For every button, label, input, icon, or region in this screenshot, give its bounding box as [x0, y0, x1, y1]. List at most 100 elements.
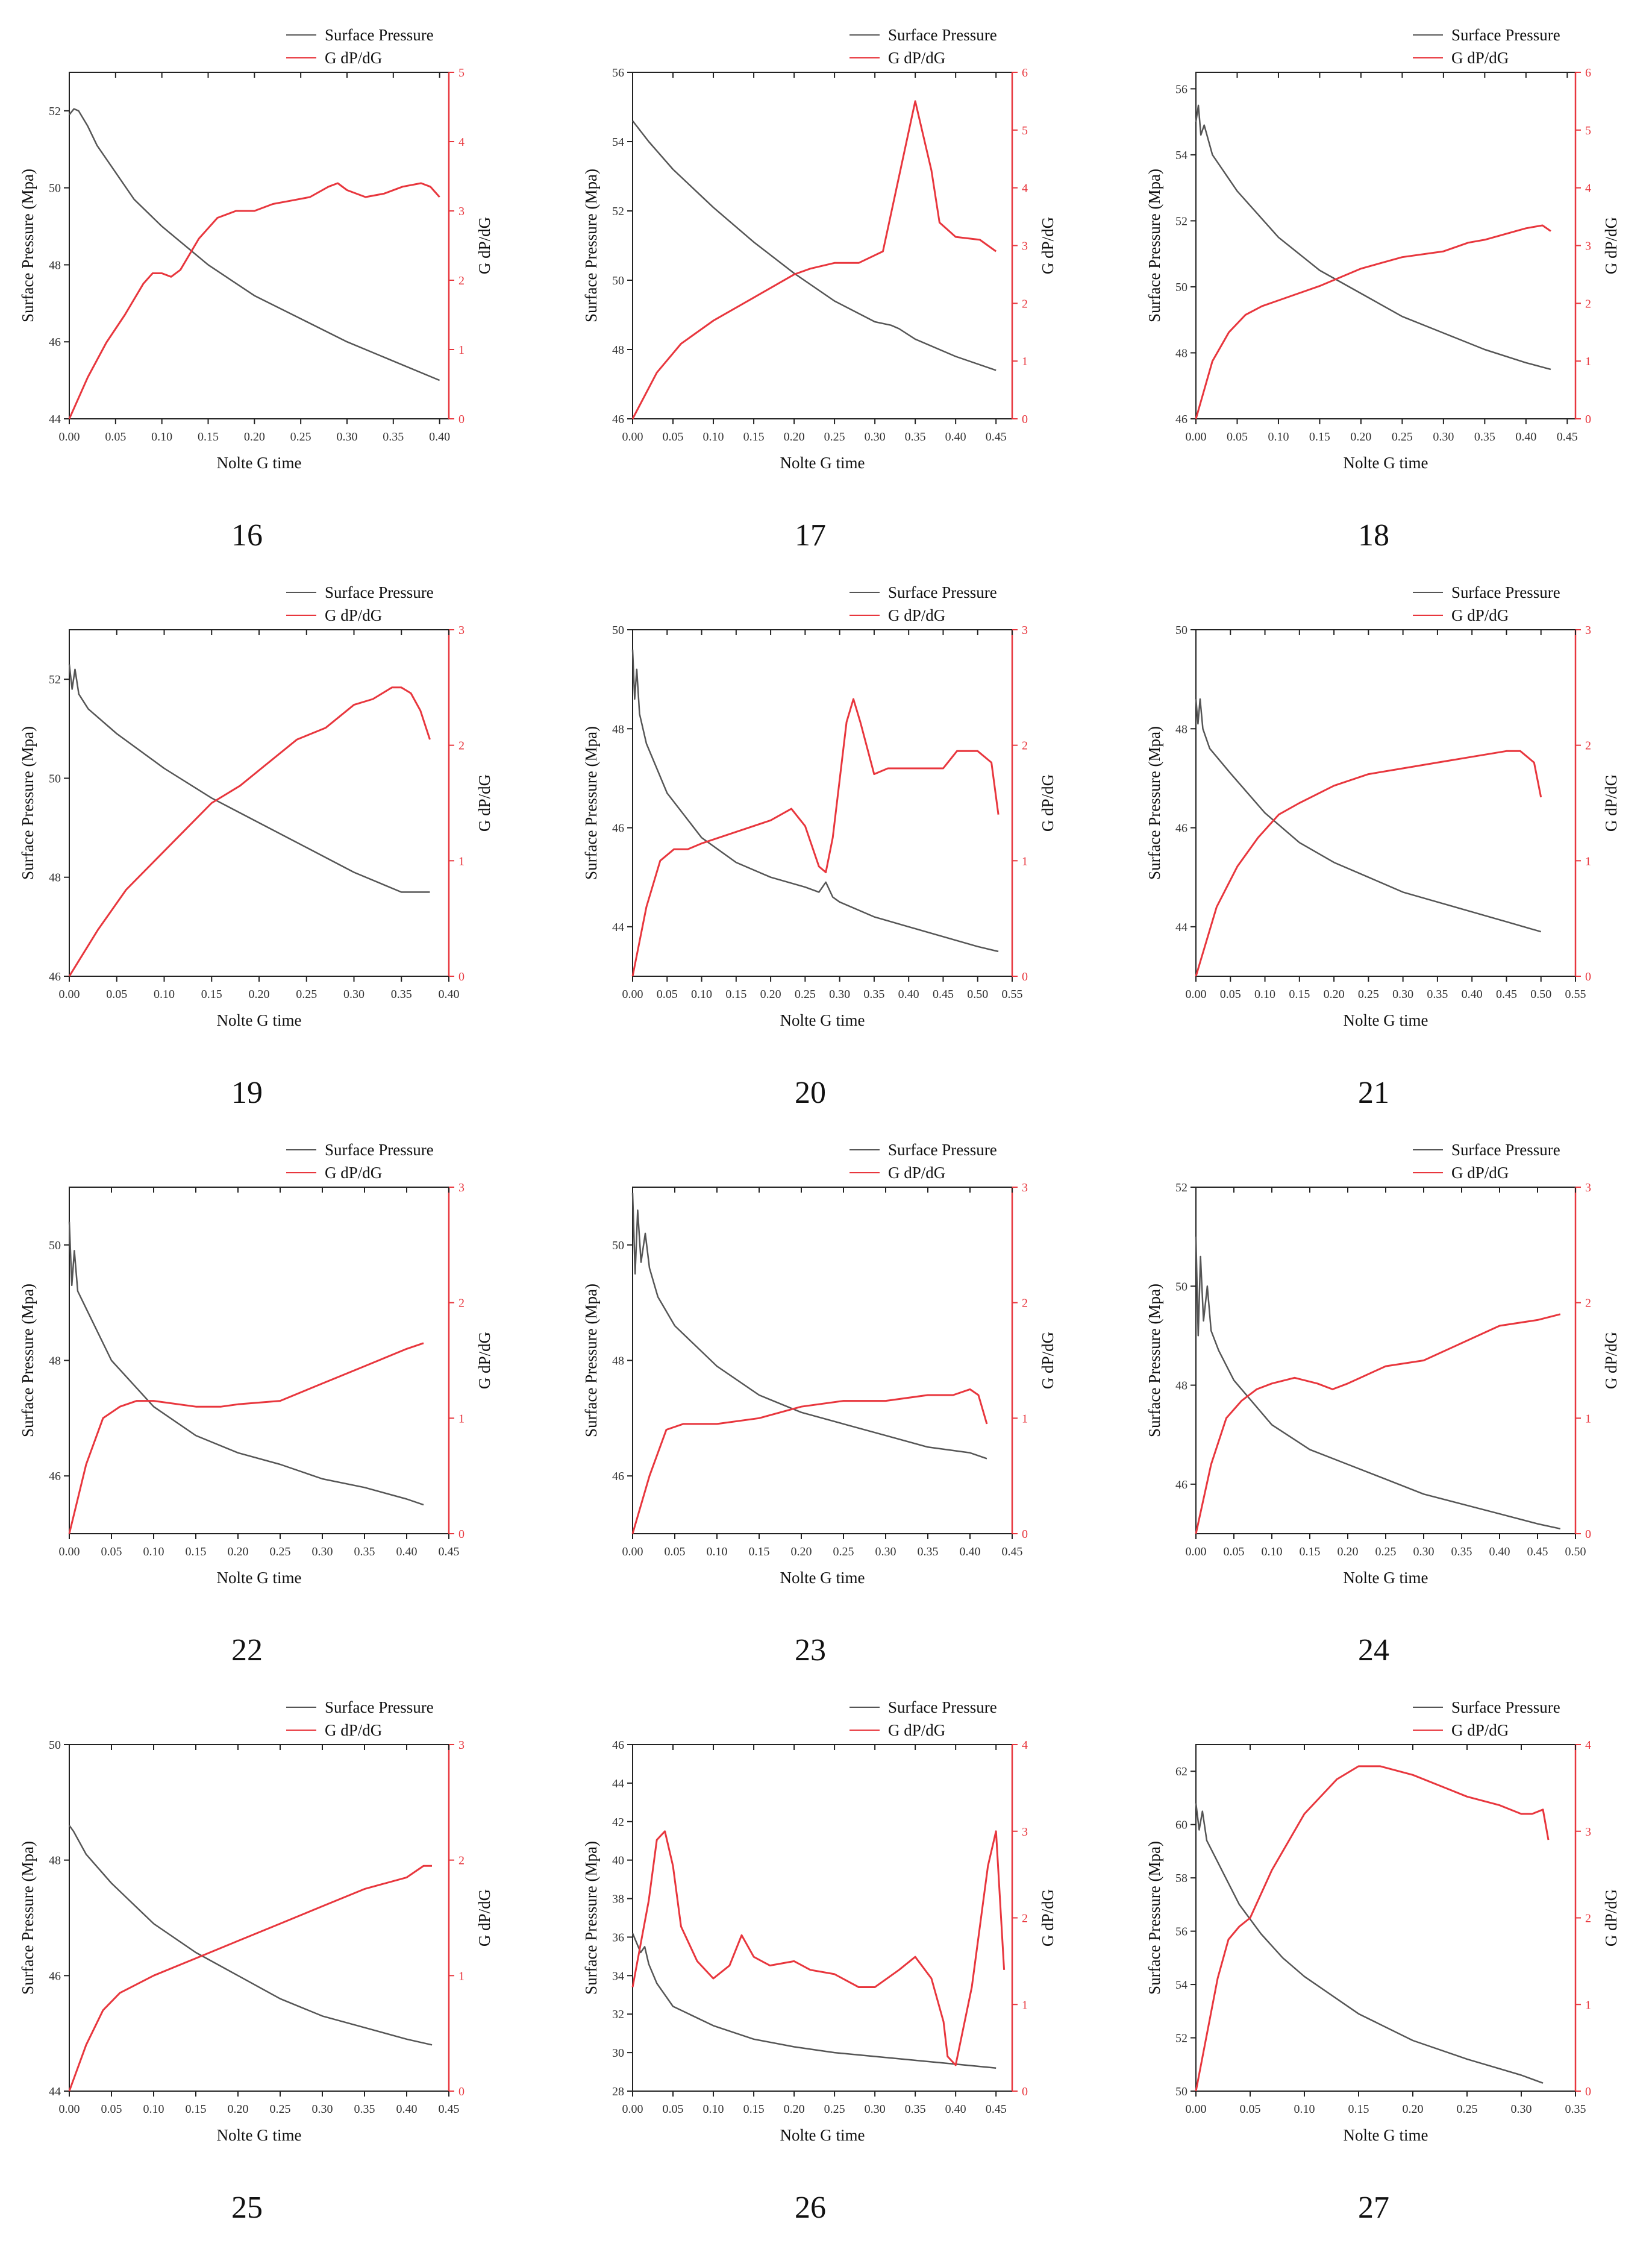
y-left-tick-label: 48	[49, 1854, 61, 1868]
x-tick-label: 0.40	[1515, 430, 1536, 444]
surface-pressure-line	[68, 664, 430, 893]
x-tick-label: 0.30	[865, 2103, 886, 2116]
y-left-tick-label: 52	[1175, 2032, 1187, 2045]
y-right-tick-label: 0	[1585, 970, 1591, 983]
x-axis-label: Nolte G time	[217, 1569, 302, 1587]
x-tick-label: 0.15	[1300, 1545, 1321, 1558]
x-tick-label: 0.20	[228, 1545, 249, 1558]
chart-svg-16: 0.00 0.05 0.10 0.15 0.20 0.25 0.30 0.35 0.40 44 46…	[19, 26, 493, 553]
y-left-tick-label: 42	[612, 1816, 624, 1829]
plot-frame	[69, 1744, 449, 2092]
g-dpdg-line	[68, 686, 431, 977]
y-left-tick-label: 54	[1175, 1978, 1187, 1992]
y-right-tick-label: 4	[1585, 182, 1591, 195]
surface-pressure-line	[1195, 698, 1542, 933]
x-tick-label: 0.00	[59, 1545, 80, 1558]
y-right-axis-label: G dP/dG	[1039, 774, 1057, 832]
legend-derivative-label: G dP/dG	[888, 606, 945, 624]
x-tick-label: 0.15	[186, 2103, 207, 2116]
y-right-tick-label: 1	[458, 1969, 465, 1983]
y-left-tick-label: 48	[49, 871, 61, 885]
x-tick-label: 0.00	[59, 988, 80, 1001]
y-left-tick-label: 50	[49, 772, 61, 785]
legend-pressure-label: Surface Pressure	[325, 1141, 434, 1159]
y-left-tick-label: 44	[612, 1777, 624, 1790]
surface-pressure-line	[68, 1222, 424, 1506]
y-left-tick-label: 46	[612, 1470, 624, 1483]
legend-pressure-label: Surface Pressure	[325, 26, 434, 44]
y-left-tick-label: 50	[49, 1239, 61, 1252]
y-right-axis-label: G dP/dG	[1039, 217, 1057, 274]
legend-derivative-label: G dP/dG	[325, 49, 382, 67]
y-left-axis-label: Surface Pressure (Mpa)	[582, 1841, 600, 1995]
y-left-tick-label: 44	[612, 921, 624, 934]
y-right-axis-label: G dP/dG	[1039, 1332, 1057, 1389]
plot-frame	[69, 629, 449, 977]
plot-frame	[69, 1187, 449, 1534]
y-right-tick-label: 1	[1022, 1998, 1028, 2012]
x-tick-label: 0.00	[1186, 988, 1207, 1001]
x-tick-label: 0.10	[1268, 430, 1289, 444]
y-right-tick-label: 2	[1022, 739, 1028, 753]
y-right-tick-label: 4	[1022, 182, 1028, 195]
y-left-tick-label: 50	[49, 1739, 61, 1752]
chart-svg-18: 0.00 0.05 0.10 0.15 0.20 0.25 0.30 0.35 0.40 0.45…	[1145, 26, 1620, 553]
y-right-tick-label: 2	[458, 1854, 465, 1868]
y-left-tick-label: 50	[49, 182, 61, 195]
x-tick-label: 0.05	[663, 2103, 684, 2116]
x-tick-label: 0.25	[824, 430, 845, 444]
x-axis-label: Nolte G time	[1344, 454, 1428, 472]
x-axis-label: Nolte G time	[217, 1011, 302, 1029]
x-tick-label: 0.45	[1496, 988, 1517, 1001]
y-right-axis-label: G dP/dG	[475, 1332, 493, 1389]
y-left-tick-label: 56	[1175, 83, 1187, 96]
x-tick-label: 0.00	[622, 1545, 643, 1558]
surface-pressure-line	[1195, 1803, 1544, 2084]
x-tick-label: 0.45	[933, 988, 954, 1001]
x-tick-label: 0.15	[1289, 988, 1310, 1001]
x-tick-label: 0.20	[784, 2103, 805, 2116]
surface-pressure-line	[631, 1933, 997, 2069]
x-tick-label: 0.40	[945, 430, 966, 444]
y-left-axis-label: Surface Pressure (Mpa)	[19, 169, 37, 322]
y-right-tick-label: 3	[458, 1181, 465, 1194]
y-left-axis-label: Surface Pressure (Mpa)	[1145, 1284, 1163, 1437]
y-left-tick-label: 48	[1175, 723, 1187, 736]
y-right-axis-label: G dP/dG	[1039, 1889, 1057, 1946]
legend-pressure-label: Surface Pressure	[1451, 26, 1560, 44]
legend-pressure-label: Surface Pressure	[888, 583, 997, 601]
x-tick-label: 0.30	[312, 2103, 333, 2116]
y-right-axis-label: G dP/dG	[1602, 1332, 1620, 1389]
x-tick-label: 0.10	[151, 430, 172, 444]
plot-frame	[69, 72, 449, 419]
g-dpdg-line	[1195, 224, 1551, 419]
y-left-tick-label: 46	[1175, 413, 1187, 426]
x-tick-label: 0.45	[1002, 1545, 1023, 1558]
chart-panel-17: 0.00 0.05 0.10 0.15 0.20 0.25 0.30 0.35 0.40 0.45…	[575, 12, 1118, 566]
chart-svg-25: 0.00 0.05 0.10 0.15 0.20 0.25 0.30 0.35 0.40 0.45…	[19, 1698, 493, 2225]
x-tick-label: 0.05	[106, 988, 127, 1001]
y-left-axis-label: Surface Pressure (Mpa)	[1145, 1841, 1163, 1995]
x-tick-label: 0.25	[290, 430, 311, 444]
legend-derivative-label: G dP/dG	[1451, 1164, 1509, 1182]
surface-pressure-line	[1195, 1237, 1561, 1530]
y-right-tick-label: 1	[458, 343, 465, 357]
x-tick-label: 0.20	[784, 430, 805, 444]
y-right-tick-label: 6	[1022, 66, 1028, 80]
x-tick-label: 0.10	[703, 430, 724, 444]
y-left-tick-label: 34	[612, 1969, 624, 1983]
y-right-tick-label: 5	[458, 66, 465, 80]
x-tick-label: 0.10	[154, 988, 175, 1001]
surface-pressure-line	[1195, 104, 1551, 371]
legend-derivative-label: G dP/dG	[325, 1164, 382, 1182]
x-tick-label: 0.40	[898, 988, 919, 1001]
y-left-tick-label: 52	[1175, 215, 1187, 228]
y-left-axis-label: Surface Pressure (Mpa)	[582, 169, 600, 322]
plot-frame	[632, 1744, 1013, 2092]
x-tick-label: 0.10	[143, 2103, 164, 2116]
y-right-tick-label: 0	[1585, 413, 1591, 426]
x-tick-label: 0.50	[1565, 1545, 1586, 1558]
y-left-tick-label: 48	[1175, 347, 1187, 360]
legend-pressure-label: Surface Pressure	[888, 1141, 997, 1159]
x-tick-label: 0.35	[918, 1545, 939, 1558]
